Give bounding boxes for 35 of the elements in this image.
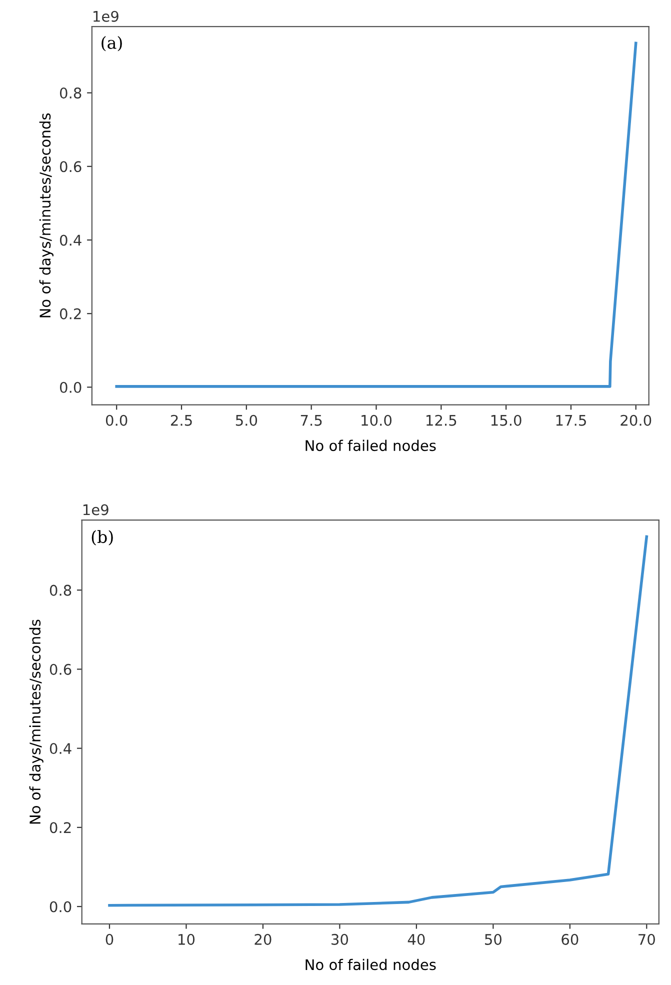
x-tick-label: 15.0 [491,414,522,426]
x-tick-label: 30 [332,934,348,945]
y-tick-label: 0.8 [50,584,72,596]
y-tick-label: 0.6 [60,161,82,172]
x-tick-label: 7.5 [300,415,322,426]
y-tick-label: 0.8 [60,88,82,99]
x-tick-label: 20 [254,934,272,945]
x-tick-label: 20.0 [620,414,652,426]
x-tick-label: 70 [638,934,655,945]
y-axis-title: No of days/minutes/seconds [39,113,54,318]
x-tick-label: 60 [562,934,578,945]
x-tick-label: 0 [106,934,114,945]
x-tick-label: 50 [485,934,502,945]
x-tick-label: 12.5 [426,414,456,426]
y-tick-label: 0.4 [60,234,82,246]
x-axis-title: No of failed nodes [306,958,436,970]
x-tick-label: 0.0 [106,414,128,426]
y-tick-label: 0.2 [60,308,81,320]
x-axis-title: No of failed nodes [306,440,436,452]
text: 1e9 [94,10,118,22]
text: 1e9 [83,504,108,516]
y-tick-label: 0.0 [50,901,72,912]
x-tick-label: 10 [178,934,195,945]
y-tick-label: 0.4 [50,743,72,754]
y-tick-label: 0.2 [50,822,71,834]
y-tick-label: 0.0 [60,382,82,393]
annotation: (a) [102,36,122,52]
x-tick-label: 2.5 [170,414,192,426]
y-tick-label: 0.6 [50,664,72,675]
annotation: (b) [92,530,113,546]
x-tick-label: 17.5 [556,415,586,426]
y-axis-title: No of days/minutes/seconds [29,620,44,824]
x-tick-label: 5.0 [236,414,258,426]
x-tick-label: 10.0 [362,414,392,426]
x-tick-label: 40 [408,934,425,945]
